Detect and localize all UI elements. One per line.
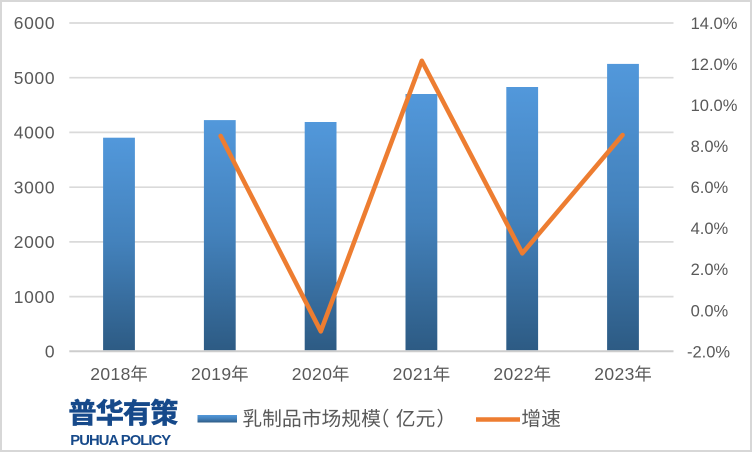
svg-text:PUHUA POLICY: PUHUA POLICY (70, 433, 171, 449)
svg-text:2018: 2018 (90, 364, 131, 384)
svg-text:8.0%: 8.0% (691, 138, 729, 156)
svg-text:5000: 5000 (14, 68, 56, 88)
svg-text:2021: 2021 (393, 364, 434, 384)
svg-text:6.0%: 6.0% (691, 179, 729, 197)
svg-text:1000: 1000 (14, 287, 56, 307)
svg-text:0: 0 (45, 342, 55, 362)
svg-text:14.0%: 14.0% (691, 15, 738, 33)
svg-text:2019: 2019 (191, 364, 232, 384)
svg-text:2020: 2020 (292, 364, 333, 384)
svg-text:3000: 3000 (14, 177, 56, 197)
svg-text:2022: 2022 (493, 364, 534, 384)
svg-text:0.0%: 0.0% (691, 302, 729, 320)
svg-text:2000: 2000 (14, 232, 56, 252)
svg-text:4.0%: 4.0% (691, 220, 729, 238)
svg-text:4000: 4000 (14, 123, 56, 143)
svg-text:2.0%: 2.0% (691, 261, 729, 279)
svg-text:6000: 6000 (14, 13, 56, 33)
svg-text:10.0%: 10.0% (691, 97, 738, 115)
svg-text:-2.0%: -2.0% (687, 343, 730, 361)
svg-text:2023: 2023 (594, 364, 635, 384)
svg-text:12.0%: 12.0% (691, 56, 738, 74)
